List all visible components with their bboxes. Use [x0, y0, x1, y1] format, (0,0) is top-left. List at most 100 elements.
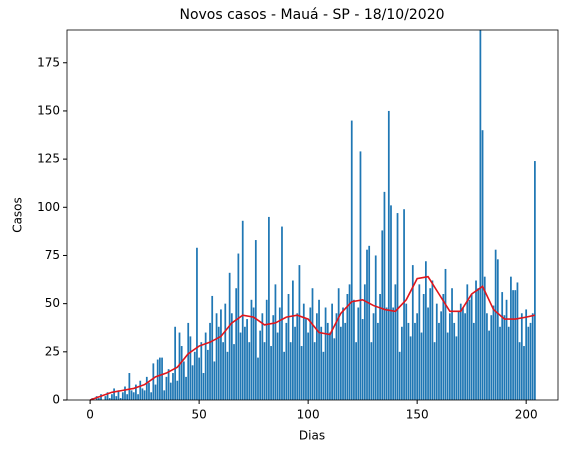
y-tick-label: 0 — [52, 393, 60, 407]
bar — [265, 299, 268, 400]
bar — [366, 249, 368, 400]
bar — [128, 373, 131, 400]
bar — [488, 330, 490, 400]
bar — [121, 392, 124, 400]
bar — [479, 30, 482, 400]
x-tick-label: 50 — [191, 408, 206, 422]
bar — [126, 394, 129, 400]
bar — [211, 295, 214, 400]
bar — [159, 357, 161, 400]
bar — [435, 303, 438, 400]
bar — [431, 280, 434, 400]
bar — [111, 394, 113, 400]
bar — [442, 294, 445, 400]
y-tick-label: 25 — [45, 344, 60, 358]
bar — [185, 376, 187, 400]
bar — [200, 342, 203, 400]
bar — [529, 322, 532, 400]
bar — [501, 292, 504, 400]
bar — [244, 326, 246, 400]
bar — [137, 394, 139, 400]
bar — [520, 313, 523, 400]
bar — [143, 390, 146, 400]
bar — [252, 307, 255, 400]
bar — [492, 305, 495, 400]
bar — [481, 130, 484, 401]
x-axis-label: Dias — [299, 429, 325, 443]
bar — [418, 284, 421, 400]
bar — [472, 322, 475, 400]
bar — [296, 313, 299, 400]
bar — [145, 376, 148, 400]
bar — [503, 315, 506, 400]
x-tick-label: 200 — [515, 408, 538, 422]
bar — [429, 288, 432, 400]
bar — [298, 265, 301, 400]
bar — [468, 299, 471, 400]
x-tick-label: 100 — [297, 408, 320, 422]
bar — [398, 351, 401, 400]
bar — [357, 307, 360, 400]
bar — [516, 282, 519, 400]
bar — [444, 268, 447, 400]
bar — [113, 388, 115, 400]
bar — [350, 120, 353, 401]
bar — [204, 332, 207, 400]
bar — [257, 357, 259, 400]
bar — [167, 369, 170, 400]
bar — [525, 309, 528, 400]
bar — [390, 205, 392, 400]
bar — [161, 357, 163, 400]
bar — [420, 332, 423, 400]
bar — [459, 303, 462, 400]
bar — [235, 288, 238, 400]
bar — [268, 216, 270, 400]
bar — [119, 398, 122, 400]
bar — [302, 303, 305, 400]
bar — [154, 384, 157, 400]
bar — [377, 322, 379, 400]
bar — [361, 319, 364, 400]
bar — [433, 342, 436, 400]
bar — [313, 342, 316, 400]
bar — [401, 326, 403, 400]
bar — [324, 307, 327, 400]
bar — [248, 342, 251, 400]
bar — [132, 392, 135, 400]
bar — [196, 247, 198, 400]
bar — [405, 303, 408, 400]
bar — [331, 303, 333, 400]
bar — [294, 326, 296, 400]
bar — [176, 380, 179, 400]
x-tick-label: 0 — [86, 408, 94, 422]
bar — [499, 326, 501, 400]
bar — [374, 255, 377, 400]
bar — [385, 307, 388, 400]
bar — [289, 342, 292, 400]
bar — [263, 342, 266, 400]
bar — [193, 351, 196, 400]
bar — [396, 213, 399, 400]
bar — [427, 307, 429, 400]
bar — [333, 338, 336, 400]
bar — [507, 326, 510, 400]
bar — [346, 294, 349, 400]
bar — [462, 307, 464, 400]
bar — [490, 315, 493, 400]
bar — [411, 265, 414, 400]
bar — [209, 322, 211, 400]
bar — [117, 390, 120, 400]
bar — [108, 398, 111, 400]
bar — [370, 342, 373, 400]
bar — [359, 151, 362, 400]
bar — [305, 319, 307, 400]
bar — [300, 346, 303, 400]
bar — [115, 396, 118, 400]
bar — [355, 342, 357, 400]
bar — [518, 342, 521, 400]
bar — [451, 288, 453, 400]
bar — [337, 288, 340, 400]
bar — [486, 313, 488, 400]
bar — [130, 390, 133, 400]
y-tick-label: 175 — [37, 55, 60, 69]
